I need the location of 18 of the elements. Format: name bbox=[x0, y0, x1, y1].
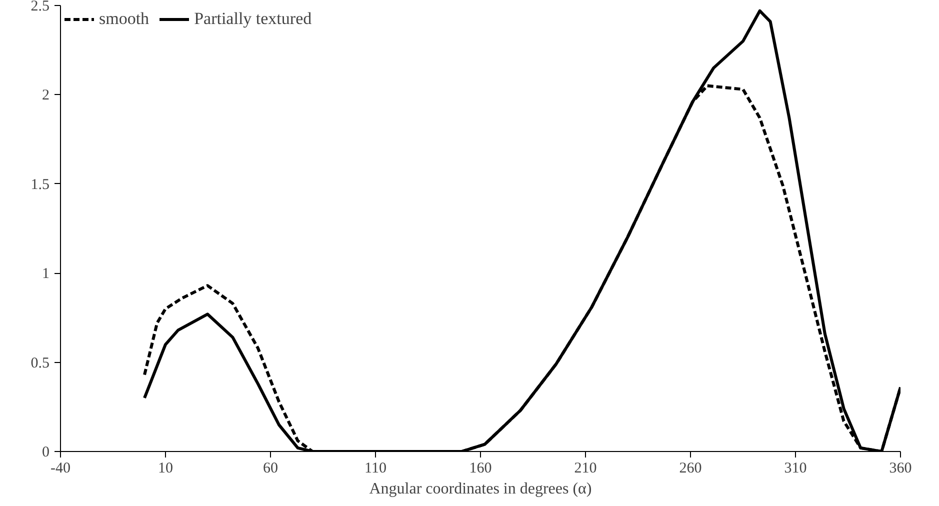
y-tick-label: 2 bbox=[42, 88, 50, 104]
legend-label: smooth bbox=[99, 9, 150, 29]
x-tick-label: 260 bbox=[679, 460, 702, 476]
x-tick-label: 310 bbox=[784, 460, 807, 476]
legend-label: Partially textured bbox=[194, 9, 312, 29]
x-tick-label: 60 bbox=[263, 460, 278, 476]
y-tick-label: 0 bbox=[42, 444, 50, 460]
x-tick-label: 360 bbox=[889, 460, 912, 476]
x-tick-label: 160 bbox=[469, 460, 492, 476]
x-tick-label: -40 bbox=[50, 460, 70, 476]
x-tick-label: 110 bbox=[364, 460, 386, 476]
x-tick-label: 210 bbox=[574, 460, 597, 476]
y-tick-label: 1.5 bbox=[30, 176, 50, 193]
y-tick-label: 1 bbox=[42, 266, 50, 282]
x-axis-title: Angular coordinates in degrees (α) bbox=[369, 480, 592, 498]
x-tick-label: 10 bbox=[158, 460, 173, 476]
y-tick-label: 2.5 bbox=[30, 0, 50, 14]
y-tick-label: 0.5 bbox=[30, 355, 50, 372]
